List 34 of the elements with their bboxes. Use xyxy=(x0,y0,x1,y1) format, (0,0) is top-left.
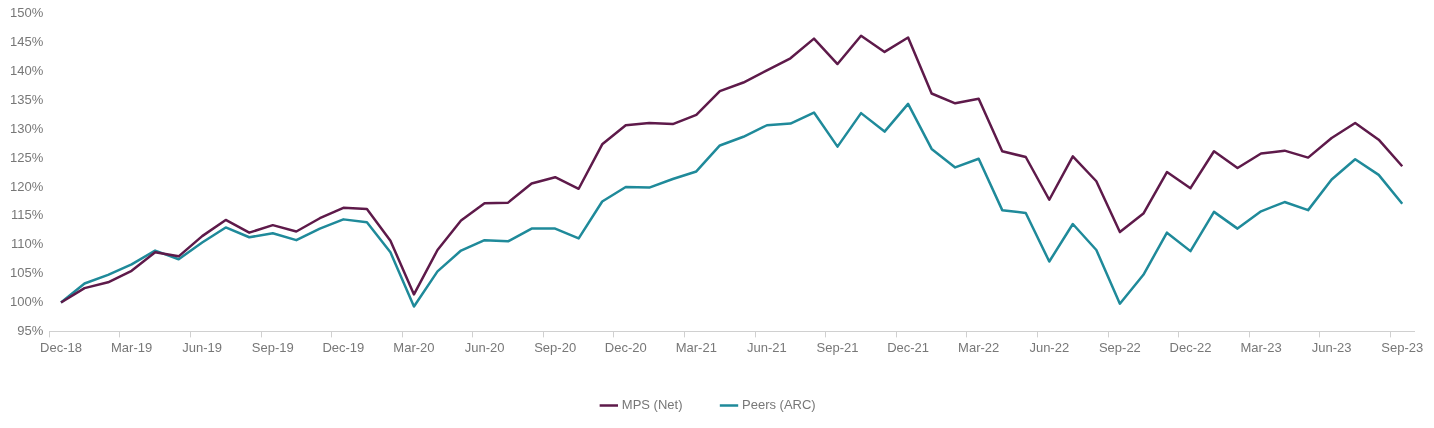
x-tick-label: Dec-19 xyxy=(322,339,365,355)
y-tick-label: 115% xyxy=(10,207,44,223)
legend-label: MPS (Net) xyxy=(621,397,683,413)
x-tick-label: Mar-23 xyxy=(1240,339,1282,355)
x-tick-label: Jun-22 xyxy=(1029,339,1070,355)
x-tick-label: Dec-21 xyxy=(887,339,930,355)
y-tick-label: 100% xyxy=(10,294,44,310)
y-tick-label: 125% xyxy=(10,149,44,165)
x-tick-label: Mar-21 xyxy=(675,339,717,355)
x-tick-label: Mar-20 xyxy=(393,339,435,355)
x-tick-label: Dec-18 xyxy=(40,339,82,355)
x-tick-label: Sep-22 xyxy=(1098,339,1141,355)
x-tick-label: Mar-19 xyxy=(111,339,153,355)
y-tick-label: 110% xyxy=(10,236,44,252)
y-tick-label: 135% xyxy=(10,92,44,107)
x-tick-label: Jun-20 xyxy=(464,339,505,355)
y-tick-label: 95% xyxy=(17,322,44,338)
x-tick-label: Dec-20 xyxy=(604,339,647,355)
y-tick-label: 140% xyxy=(10,63,44,79)
x-tick-label: Sep-23 xyxy=(1381,339,1424,355)
x-tick-label: Jun-23 xyxy=(1311,339,1352,355)
y-tick-label: 130% xyxy=(10,120,44,136)
y-tick-label: 150% xyxy=(10,5,44,21)
x-tick-label: Jun-21 xyxy=(747,339,787,355)
x-tick-label: Mar-22 xyxy=(958,339,1000,355)
x-tick-label: Sep-21 xyxy=(816,339,859,355)
y-tick-label: 145% xyxy=(10,34,44,50)
y-tick-label: 105% xyxy=(10,265,44,281)
x-tick-label: Sep-19 xyxy=(251,339,294,355)
y-tick-label: 120% xyxy=(10,178,44,194)
x-tick-label: Dec-22 xyxy=(1169,339,1212,355)
x-tick-label: Sep-20 xyxy=(534,339,577,355)
legend-label: Peers (ARC) xyxy=(742,397,816,413)
x-tick-label: Jun-19 xyxy=(182,339,223,355)
